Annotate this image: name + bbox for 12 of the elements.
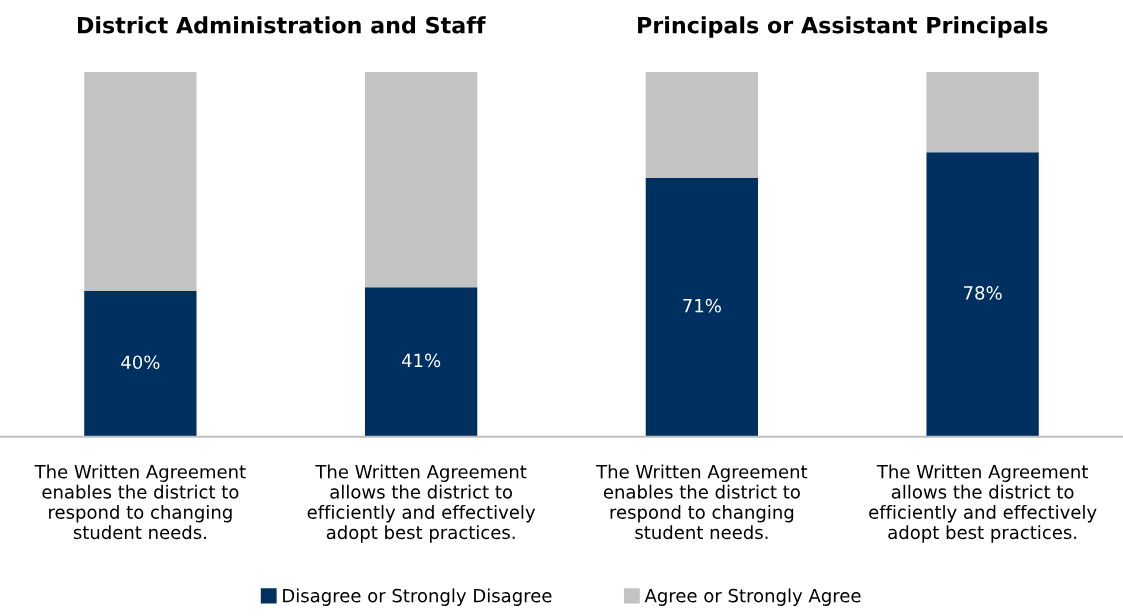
x-tick-label: The Written Agreement allows the district to efficiently and effectively adopt best practices. <box>307 464 536 543</box>
legend-label: Disagree or Strongly Disagree <box>283 588 552 606</box>
x-tick-label: The Written Agreement enables the district to respond to changing student needs. <box>596 464 808 540</box>
data-label: 71% <box>683 298 721 313</box>
chart-title: District Administration and Staff <box>77 16 486 34</box>
legend-label: Agree or Strongly Agree <box>644 588 861 606</box>
data-label: 41% <box>401 353 441 368</box>
x-tick-label: The Written Agreement allows the district to efficiently and effectively adopt best practices. <box>869 464 1097 543</box>
data-label: 78% <box>964 286 1002 300</box>
x-tick-label: The Written Agreement enables the district to respond to changing student needs. <box>34 464 246 540</box>
chart-title: Principals or Assistant Principals <box>638 16 1048 38</box>
data-label: 40% <box>121 355 160 370</box>
